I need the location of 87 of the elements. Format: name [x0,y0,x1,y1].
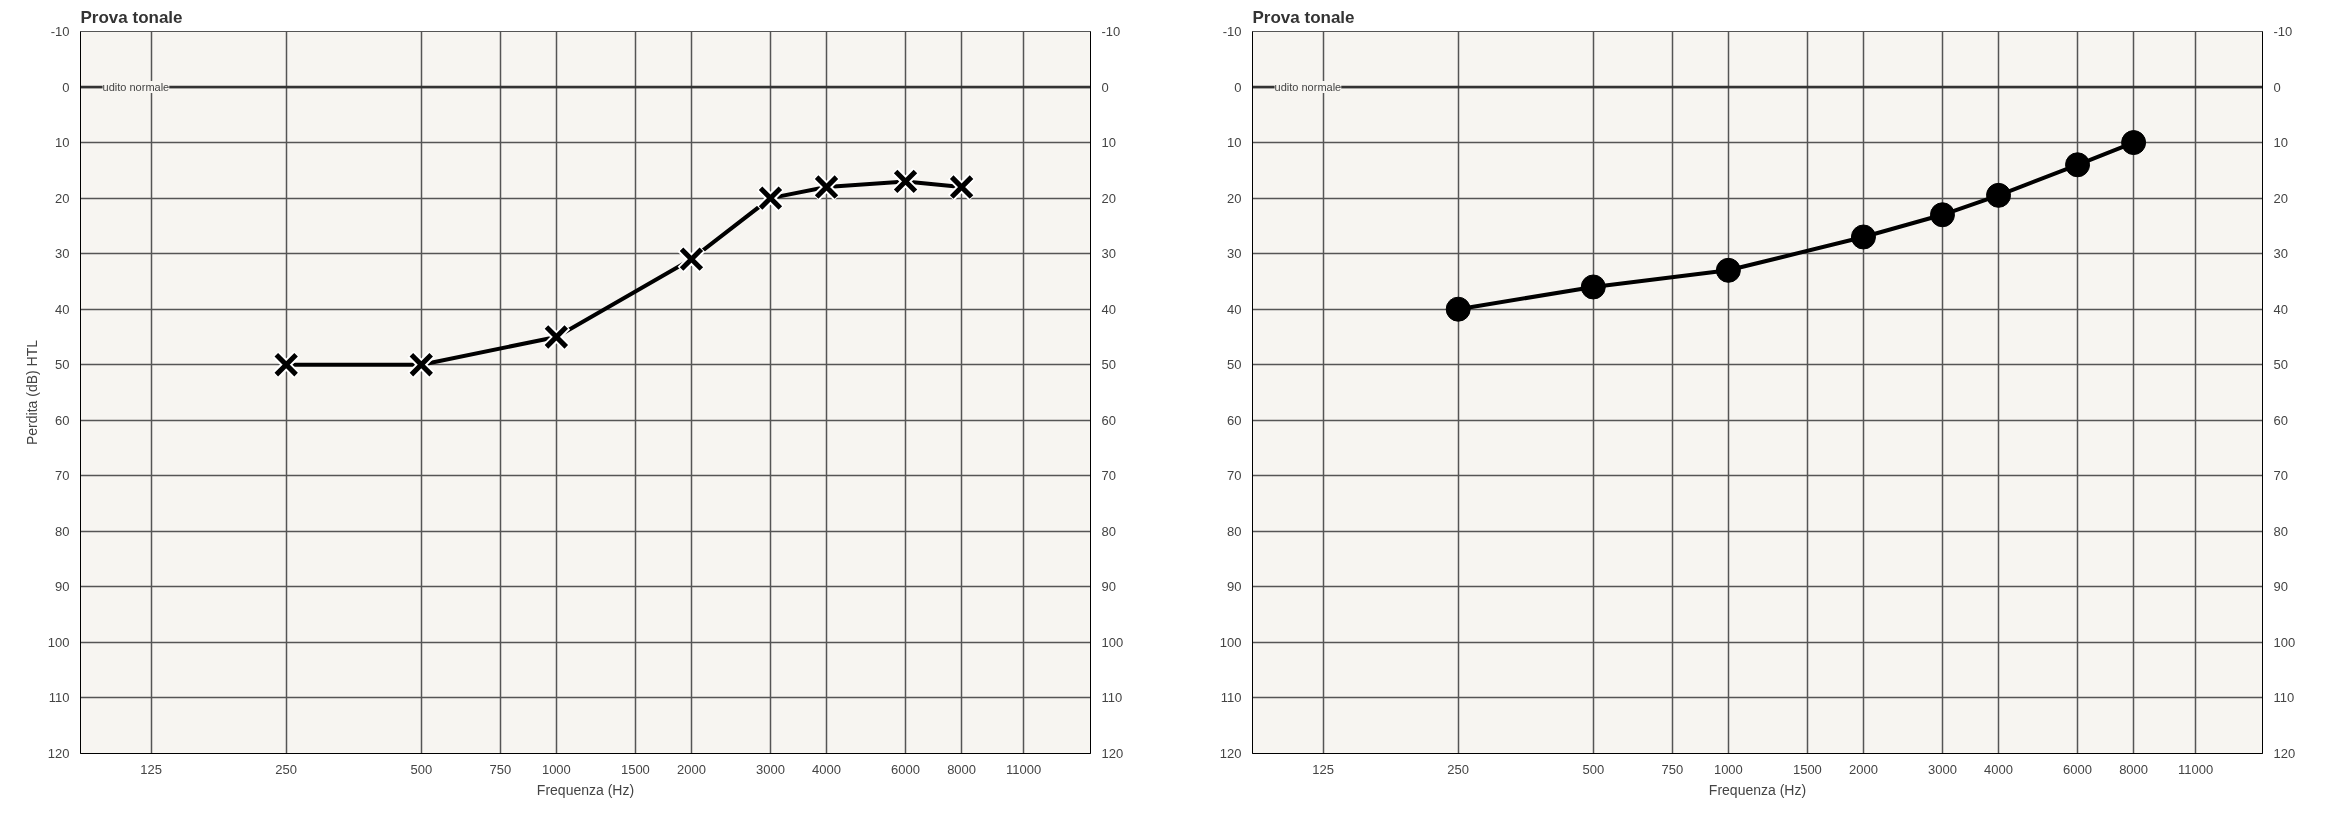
y2-tick-label: 80 [1101,523,1116,539]
x-tick-label: 3000 [756,761,785,777]
y-tick-label: 20 [55,190,70,206]
y-tick-label: 50 [1227,357,1242,373]
y-tick-label: 60 [1227,412,1242,428]
y2-tick-label: 120 [1101,746,1124,761]
y-tick-label: 70 [55,468,70,484]
y2-tick-label: -10 [2273,24,2293,39]
chart-title: Prova tonale [1252,7,1355,27]
y2-tick-label: 60 [2273,412,2288,428]
y-tick-label: 120 [47,746,70,761]
x-tick-label: 1500 [1792,761,1822,777]
x-tick-label: 1000 [541,761,571,777]
y2-tick-label: 100 [2273,634,2296,650]
y-tick-label: 50 [55,357,70,373]
x-tick-label: 2000 [676,761,706,777]
y2-tick-label: 100 [1101,634,1124,650]
y-tick-label: 80 [1227,523,1242,539]
y2-tick-label: 20 [1101,190,1116,206]
y2-tick-label: 70 [1101,468,1116,484]
y-tick-label: 10 [1227,135,1242,151]
x-tick-label: 3000 [1928,761,1957,777]
y2-tick-label: 70 [2273,468,2288,484]
y2-tick-label: 40 [2273,301,2288,317]
y2-tick-label: 0 [2273,79,2281,95]
y-tick-label: 20 [1227,190,1242,206]
y-tick-label: 90 [1227,579,1242,595]
y-tick-label: 80 [55,523,70,539]
y2-tick-label: 30 [2273,246,2288,262]
y-tick-label: 100 [47,634,70,650]
y2-tick-label: 110 [2273,690,2295,706]
y2-tick-label: 40 [1101,301,1116,317]
y-tick-label: 110 [48,690,70,706]
y-tick-label: 110 [1220,690,1242,706]
y-tick-label: 40 [55,301,70,317]
y-axis-title: Perdita (dB) HTL [23,339,40,446]
y-tick-label: 40 [1227,301,1242,317]
y-tick-label: -10 [1222,24,1242,39]
ref-line-label: udito normale [1274,81,1342,94]
y2-tick-label: 90 [1101,579,1116,595]
y-tick-label: 70 [1227,468,1242,484]
y2-tick-label: 60 [1101,412,1116,428]
x-tick-label: 4000 [1984,761,2013,777]
x-tick-label: 4000 [812,761,841,777]
y2-tick-label: -10 [1101,24,1121,39]
x-tick-label: 8000 [947,761,977,777]
x-axis-title: Frequenza (Hz) [536,781,635,798]
y2-tick-label: 20 [2273,190,2288,206]
x-tick-label: 1000 [1713,761,1743,777]
y-tick-label: 100 [1219,634,1242,650]
x-tick-label: 8000 [2119,761,2149,777]
x-tick-label: 11000 [2178,761,2214,777]
x-tick-label: 125 [140,761,162,777]
y-tick-label: 90 [55,579,70,595]
x-tick-label: 11000 [1006,761,1042,777]
x-axis-title: Frequenza (Hz) [1708,781,1807,798]
x-tick-label: 250 [1447,761,1470,777]
x-tick-label: 750 [489,761,512,777]
y2-tick-label: 90 [2273,579,2288,595]
x-tick-label: 750 [1661,761,1684,777]
y2-tick-label: 50 [2273,357,2288,373]
chart-title: Prova tonale [80,7,183,27]
y-tick-label: -10 [50,24,70,39]
x-tick-label: 6000 [2063,761,2093,777]
y-tick-label: 30 [1227,246,1242,262]
y2-tick-label: 10 [1101,135,1116,151]
y-tick-label: 10 [55,135,70,151]
ref-line-label: udito normale [102,81,170,94]
y-tick-label: 60 [55,412,70,428]
y-tick-label: 120 [1219,746,1242,761]
y2-tick-label: 30 [1101,246,1116,262]
y2-tick-label: 10 [2273,135,2288,151]
y2-tick-label: 0 [1101,79,1109,95]
x-tick-label: 2000 [1848,761,1878,777]
x-tick-label: 1500 [620,761,650,777]
x-tick-label: 6000 [891,761,921,777]
y2-tick-label: 80 [2273,523,2288,539]
y2-tick-label: 110 [1101,690,1123,706]
y-tick-label: 0 [1234,79,1242,95]
y2-tick-label: 120 [2273,746,2296,761]
x-tick-label: 500 [1582,761,1605,777]
x-tick-label: 125 [1312,761,1334,777]
y2-tick-label: 50 [1101,357,1116,373]
x-tick-label: 250 [275,761,298,777]
y-tick-label: 30 [55,246,70,262]
y-tick-label: 0 [62,79,70,95]
x-tick-label: 500 [410,761,433,777]
